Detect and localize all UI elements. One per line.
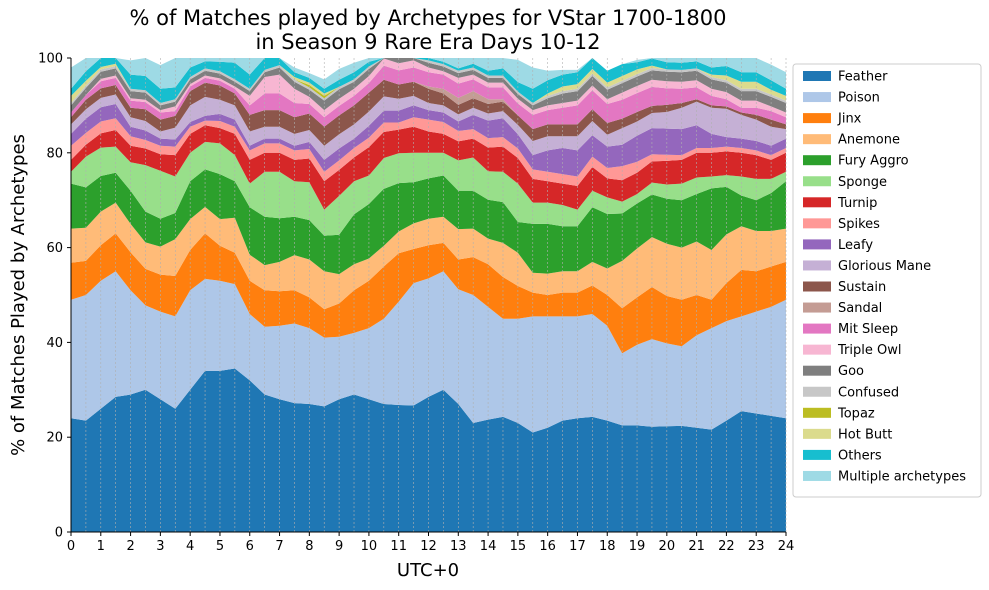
area-sustain <box>71 79 786 146</box>
legend-label-sponge: Sponge <box>838 175 887 190</box>
chart-title-line-1: % of Matches played by Archetypes for VS… <box>130 6 727 30</box>
area-spikes <box>71 117 786 186</box>
legend-label-anemone: Anemone <box>838 133 900 148</box>
x-axis-label: UTC+0 <box>397 560 459 581</box>
legend-swatch-jinx <box>803 113 831 124</box>
legend-swatch-leafy <box>803 239 831 250</box>
legend-swatch-glorious-mane <box>803 260 831 271</box>
x-tick-label: 22 <box>718 539 735 554</box>
x-tick-label: 24 <box>778 539 795 554</box>
x-tick-label: 11 <box>390 539 407 554</box>
x-tick-label: 6 <box>246 539 254 554</box>
legend-swatch-triple-owl <box>803 344 831 355</box>
x-tick-label: 23 <box>748 539 765 554</box>
legend-swatch-mit-sleep <box>803 323 831 334</box>
legend-label-poison: Poison <box>838 91 880 106</box>
legend-swatch-spikes <box>803 218 831 229</box>
x-tick-label: 14 <box>480 539 497 554</box>
x-tick-label: 5 <box>216 539 224 554</box>
x-tick-label: 0 <box>67 539 75 554</box>
legend-label-glorious-mane: Glorious Mane <box>838 259 931 274</box>
legend-swatch-sponge <box>803 176 831 187</box>
legend-swatch-fury-aggro <box>803 155 831 166</box>
x-tick-label: 17 <box>569 539 586 554</box>
x-tick-label: 20 <box>659 539 676 554</box>
legend-label-triple-owl: Triple Owl <box>837 343 901 358</box>
x-tick-label: 3 <box>156 539 164 554</box>
legend-label-feather: Feather <box>838 70 888 85</box>
x-tick-label: 10 <box>361 539 378 554</box>
y-tick-label: 40 <box>46 336 63 351</box>
legend-label-turnip: Turnip <box>837 196 877 211</box>
legend-label-fury-aggro: Fury Aggro <box>838 154 909 169</box>
x-tick-label: 18 <box>599 539 616 554</box>
x-tick-label: 1 <box>97 539 105 554</box>
legend-swatch-feather <box>803 71 831 81</box>
legend-label-spikes: Spikes <box>838 217 880 232</box>
area-sponge <box>71 141 786 236</box>
legend-label-others: Others <box>838 448 882 463</box>
chart-title-line-2: in Season 9 Rare Era Days 10-12 <box>255 30 600 54</box>
x-tick-label: 4 <box>186 539 194 554</box>
x-tick-label: 21 <box>688 539 705 554</box>
y-tick-label: 0 <box>55 526 63 541</box>
x-tick-label: 16 <box>539 539 556 554</box>
x-tick-label: 15 <box>510 539 527 554</box>
legend-swatch-sandal <box>803 302 831 313</box>
y-tick-label: 80 <box>46 146 63 161</box>
legend-label-sandal: Sandal <box>838 301 882 316</box>
legend: Feather Poison Jinx Anemone Fury Aggro Sponge… <box>792 63 982 498</box>
y-tick-label: 100 <box>38 52 63 67</box>
y-tick-label: 60 <box>46 241 63 256</box>
legend-label-goo: Goo <box>838 364 864 379</box>
y-tick-label: 20 <box>46 431 63 446</box>
legend-label-sustain: Sustain <box>838 280 886 295</box>
x-tick-label: 12 <box>420 539 437 554</box>
legend-swatch-topaz <box>803 407 831 418</box>
legend-swatch-poison <box>803 92 831 103</box>
x-tick-label: 19 <box>629 539 646 554</box>
legend-swatch-hot-butt <box>803 428 831 439</box>
axes: 0 1 2 3 4 5 6 7 8 9 10 11 12 13 14 15 16 17 18 19 20 21 22 23 24… <box>38 52 794 555</box>
legend-label-mit-sleep: Mit Sleep <box>838 322 898 337</box>
legend-label-multiple-archetypes: Multiple archetypes <box>838 469 966 484</box>
legend-swatch-turnip <box>803 197 831 208</box>
legend-frame <box>792 63 982 498</box>
x-tick-label: 7 <box>275 539 283 554</box>
area-multiple-archetypes <box>71 58 786 89</box>
legend-swatch-sustain <box>803 281 831 292</box>
area-turnip <box>71 125 786 210</box>
x-tick-label: 13 <box>450 539 467 554</box>
legend-swatch-anemone <box>803 134 831 145</box>
legend-label-hot-butt: Hot Butt <box>838 427 892 442</box>
legend-label-topaz: Topaz <box>837 406 875 421</box>
y-axis-label: % of Matches Played by Archetypes <box>8 134 29 456</box>
legend-label-jinx: Jinx <box>837 112 862 127</box>
legend-label-leafy: Leafy <box>838 238 873 253</box>
chart-title: % of Matches played by Archetypes for VS… <box>130 6 727 54</box>
legend-swatch-goo <box>803 365 831 376</box>
legend-label-confused: Confused <box>838 385 899 400</box>
legend-swatch-confused <box>803 386 831 397</box>
x-tick-label: 8 <box>305 539 313 554</box>
legend-swatch-multiple-archetypes <box>803 470 831 481</box>
area-mit-sleep <box>71 65 786 130</box>
x-tick-label: 2 <box>126 539 134 554</box>
vertical-grid <box>70 58 787 532</box>
x-tick-label: 9 <box>335 539 343 554</box>
legend-swatch-others <box>803 449 831 460</box>
